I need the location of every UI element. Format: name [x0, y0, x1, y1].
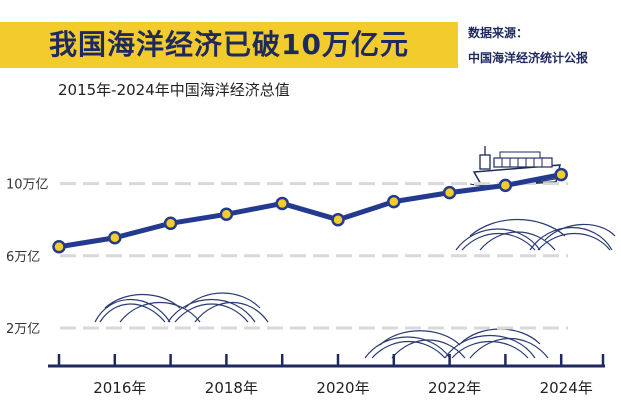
- x-tick-label: 2016年: [93, 379, 146, 397]
- x-tick-label: 2022年: [428, 379, 481, 397]
- wave-decoration-bottom: [364, 328, 549, 359]
- data-point: [554, 167, 568, 182]
- source-label: 数据来源：: [468, 26, 529, 40]
- source-value: 中国海洋经济统计公报: [468, 51, 589, 65]
- x-tick-label: 2020年: [316, 379, 369, 397]
- data-point: [52, 240, 66, 254]
- data-point: [387, 194, 401, 209]
- title-band: [0, 22, 458, 68]
- y-tick-label: 2万亿: [6, 322, 40, 337]
- data-point: [442, 185, 457, 200]
- wave-decoration-right: [455, 219, 616, 251]
- x-tick-label: 2018年: [205, 379, 258, 397]
- data-point: [498, 178, 513, 193]
- data-point: [163, 216, 178, 231]
- y-tick-label: 10万亿: [6, 178, 49, 193]
- y-tick-label: 6万亿: [6, 250, 40, 265]
- data-point: [219, 207, 234, 222]
- series-line: [56, 172, 564, 250]
- page-title: 我国海洋经济已破10万亿元: [49, 28, 409, 61]
- chart-title: 2015年-2024年中国海洋经济总值: [58, 81, 290, 99]
- data-point: [331, 212, 345, 227]
- data-point: [275, 196, 289, 211]
- data-point: [108, 231, 122, 245]
- x-tick-label: 2024年: [540, 379, 593, 397]
- wave-decoration-left: [94, 292, 269, 323]
- container-ship-illustration: [469, 146, 561, 187]
